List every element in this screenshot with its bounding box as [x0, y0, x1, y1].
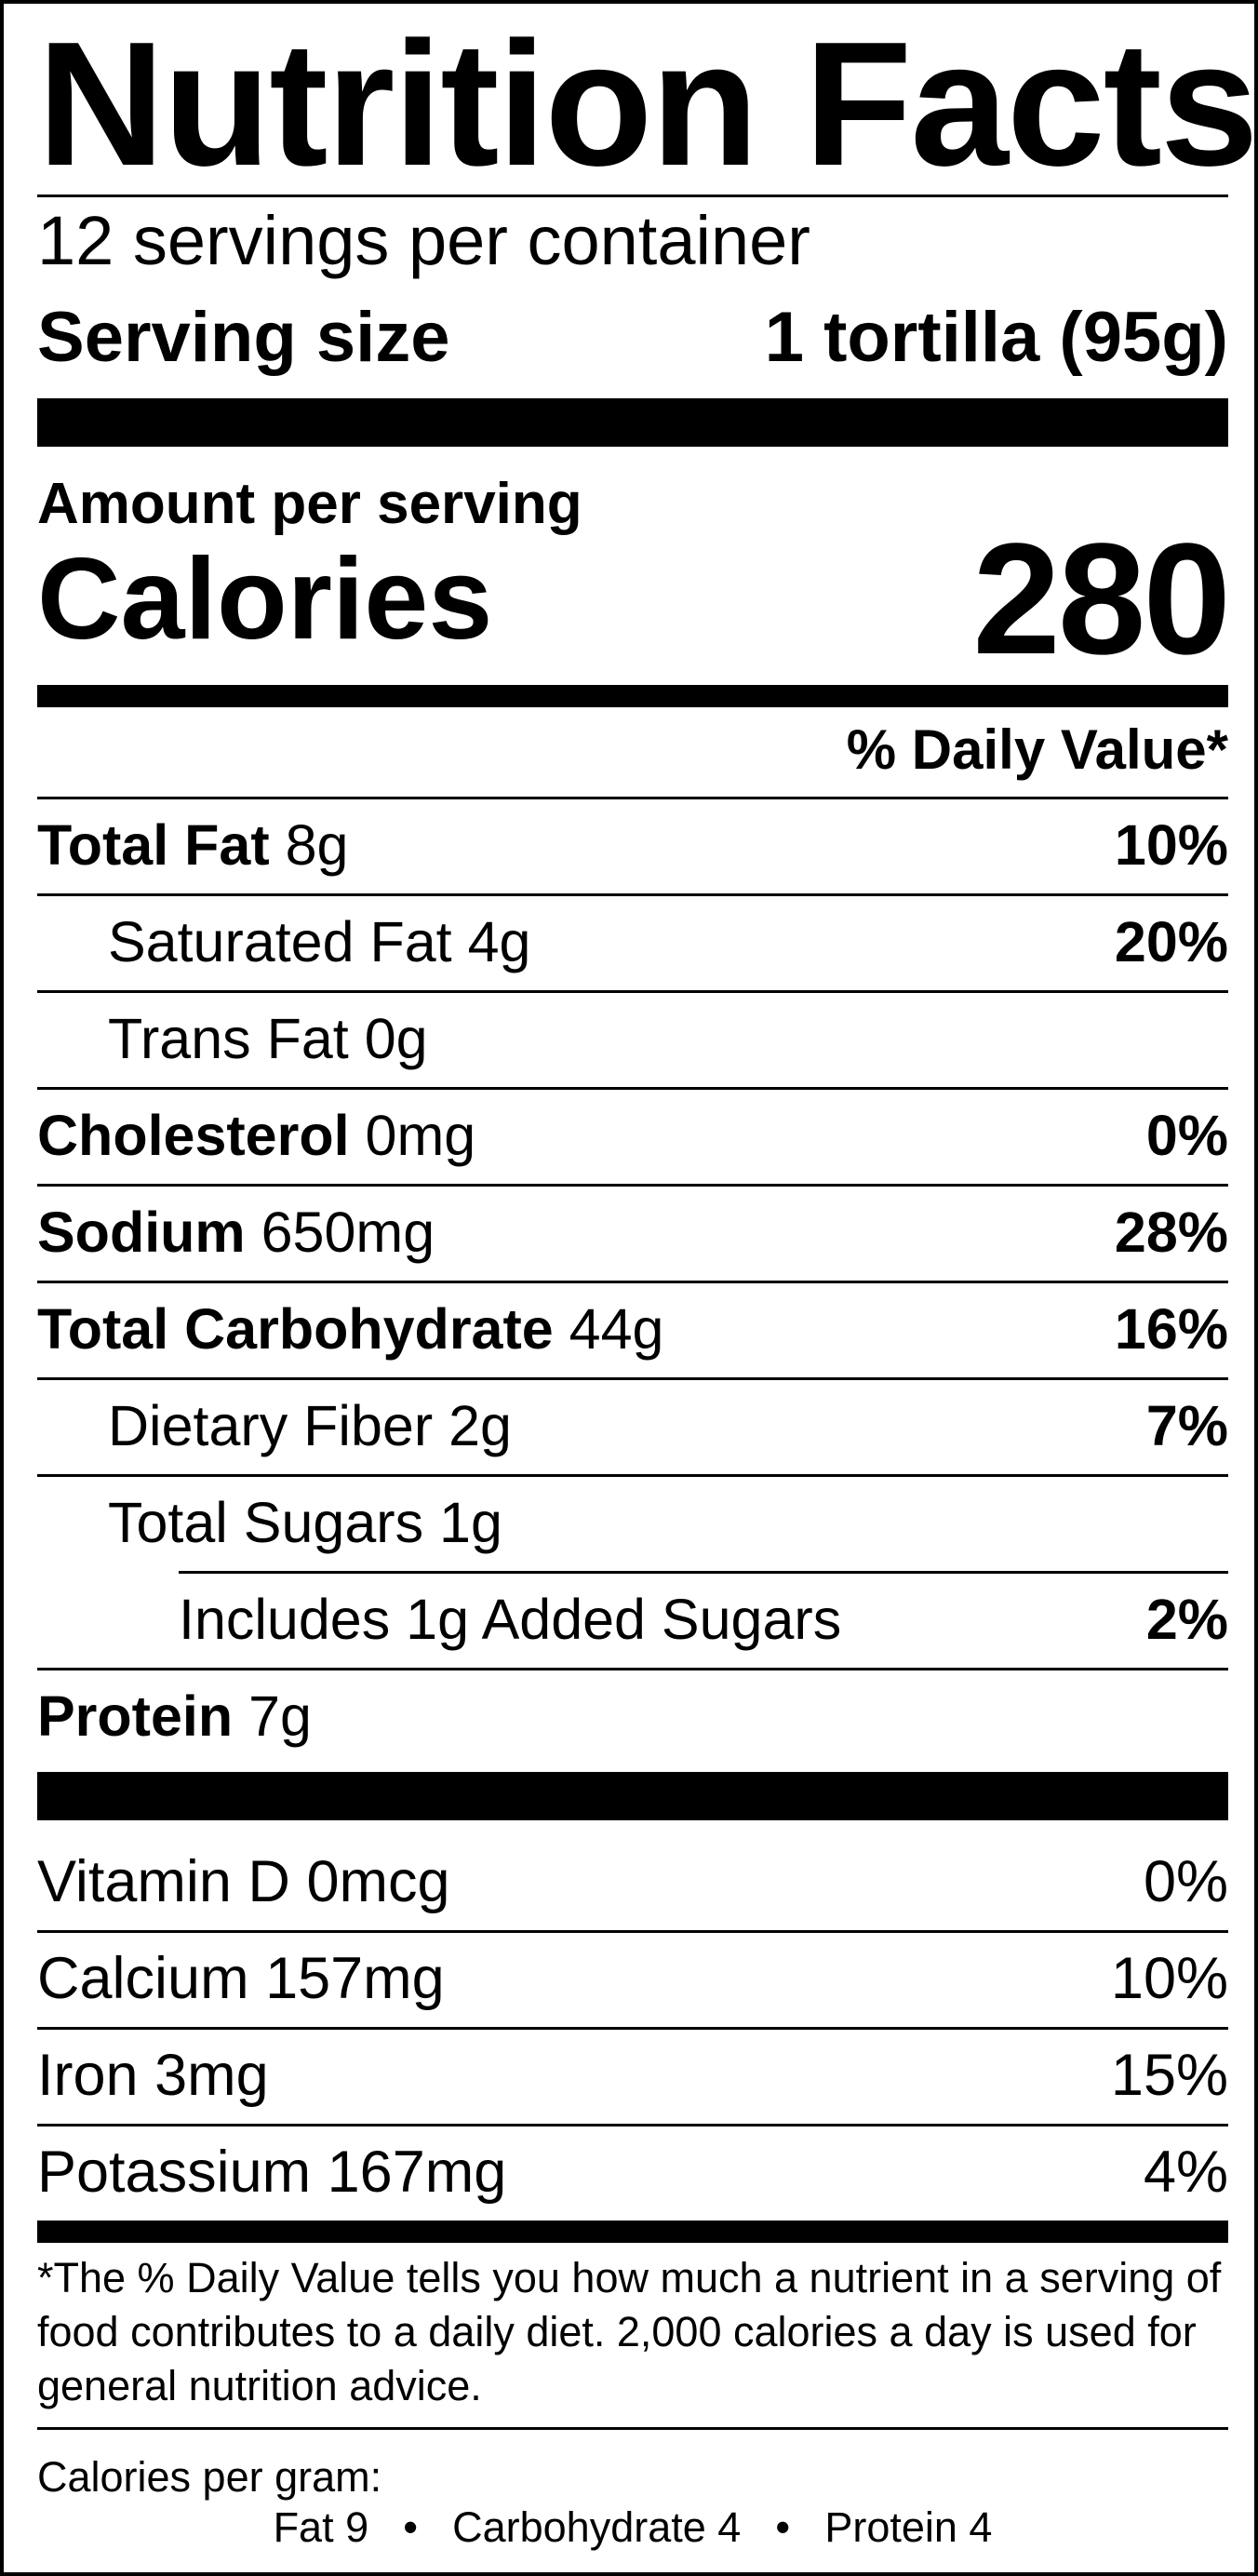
calories-per-gram-label: Calories per gram:: [37, 2453, 382, 2501]
nutrient-name: Total Sugars: [108, 1491, 424, 1554]
divider: [37, 2124, 1228, 2127]
nutrient-name: Saturated Fat: [108, 910, 452, 973]
vitamin-name: Iron: [37, 2043, 139, 2108]
vitamin-row-iron: Iron 3mg 15%: [37, 2027, 1228, 2124]
vitamin-row-calcium: Calcium 157mg 10%: [37, 1930, 1228, 2027]
medium-divider: [37, 685, 1228, 707]
serving-size-row: Serving size 1 tortilla (95g): [37, 290, 1228, 383]
nutrient-pct: 10%: [1114, 813, 1228, 877]
nutrient-amount: 8g: [285, 813, 349, 877]
nutrient-row-sodium: Sodium 650mg 28%: [37, 1184, 1228, 1281]
divider: [37, 195, 1228, 197]
vitamin-amount: 157mg: [265, 1946, 445, 2011]
divider: [37, 1184, 1228, 1187]
cpg-fat: Fat 9: [273, 2503, 369, 2551]
bullet-separator: •: [403, 2503, 418, 2551]
nutrient-amount: 0g: [364, 1007, 428, 1070]
nutrient-name: Trans Fat: [108, 1007, 349, 1070]
amount-per-serving: Amount per serving: [37, 472, 582, 536]
nutrient-row-added-sugars: Includes 1g Added Sugars 2%: [37, 1571, 1228, 1668]
nutrient-row-trans-fat: Trans Fat 0g: [37, 990, 1228, 1087]
vitamin-amount: 0mcg: [306, 1849, 450, 1914]
nutrient-name: Sodium: [37, 1201, 246, 1264]
nutrient-name: Protein: [37, 1684, 234, 1748]
divider: [37, 1087, 1228, 1090]
vitamin-pct: 0%: [1143, 1849, 1228, 1914]
nutrient-row-cholesterol: Cholesterol 0mg 0%: [37, 1087, 1228, 1184]
calories-per-gram-values: Fat 9 • Carbohydrate 4 • Protein 4: [37, 2502, 1228, 2554]
vitamin-name: Potassium: [37, 2140, 312, 2205]
vitamin-pct: 15%: [1110, 2043, 1228, 2108]
nutrient-row-total-sugars: Total Sugars 1g: [37, 1474, 1228, 1571]
cpg-protein: Protein 4: [824, 2503, 993, 2551]
serving-size-label: Serving size: [37, 297, 450, 377]
divider: [37, 1930, 1228, 1933]
nutrient-row-protein: Protein 7g: [37, 1668, 1228, 1764]
nutrient-row-dietary-fiber: Dietary Fiber 2g 7%: [37, 1377, 1228, 1474]
divider: [37, 2427, 1228, 2430]
vitamin-row-potassium: Potassium 167mg 4%: [37, 2124, 1228, 2220]
divider: [37, 797, 1228, 799]
divider: [179, 1571, 1228, 1574]
nutrient-pct: 16%: [1114, 1297, 1228, 1361]
nutrient-amount: 0mg: [365, 1104, 476, 1167]
nutrient-row-saturated-fat: Saturated Fat 4g 20%: [37, 893, 1228, 990]
nutrient-row-total-fat: Total Fat 8g 10%: [37, 797, 1228, 893]
nutrient-row-total-carbohydrate: Total Carbohydrate 44g 16%: [37, 1281, 1228, 1377]
nutrient-pct: 7%: [1145, 1394, 1228, 1457]
calories-label: Calories: [37, 535, 493, 664]
nutrient-amount: 650mg: [261, 1201, 435, 1264]
nutrient-amount: 1g: [439, 1491, 502, 1554]
daily-value-footnote: *The % Daily Value tells you how much a …: [37, 2254, 1222, 2409]
daily-value-header: % Daily Value*: [846, 718, 1228, 781]
thick-divider: [37, 1772, 1228, 1820]
nutrient-pct: 20%: [1114, 910, 1228, 973]
servings-per-container: 12 servings per container: [37, 202, 810, 279]
nutrient-pct: 2%: [1145, 1588, 1228, 1651]
nutrient-pct: 0%: [1145, 1104, 1228, 1167]
cpg-carbohydrate: Carbohydrate 4: [452, 2503, 742, 2551]
divider: [37, 1281, 1228, 1283]
nutrient-name: Total Carbohydrate: [37, 1297, 554, 1361]
vitamin-name: Calcium: [37, 1946, 249, 2011]
medium-divider: [37, 2220, 1228, 2243]
nutrient-amount: 44g: [569, 1297, 664, 1361]
divider: [37, 990, 1228, 993]
vitamin-amount: 3mg: [154, 2043, 269, 2108]
vitamin-pct: 10%: [1110, 1946, 1228, 2011]
nutrient-name: Total Fat: [37, 813, 270, 877]
bullet-separator: •: [775, 2503, 791, 2551]
nutrient-name: Dietary Fiber: [108, 1394, 434, 1457]
vitamin-pct: 4%: [1143, 2140, 1228, 2205]
divider: [37, 1474, 1228, 1477]
vitamin-name: Vitamin D: [37, 1849, 290, 1914]
vitamin-row-vitamin-d: Vitamin D 0mcg 0%: [37, 1833, 1228, 1930]
nutrient-name: Cholesterol: [37, 1104, 350, 1167]
divider: [37, 2027, 1228, 2030]
vitamin-amount: 167mg: [327, 2140, 507, 2205]
calories-value: 280: [972, 511, 1231, 688]
divider: [37, 893, 1228, 896]
nutrient-amount: 7g: [248, 1684, 312, 1748]
nutrient-amount: 2g: [448, 1394, 512, 1457]
divider: [37, 1668, 1228, 1670]
serving-size-value: 1 tortilla (95g): [764, 297, 1228, 377]
calories-row: Calories 280: [37, 511, 1231, 688]
nutrient-pct: 28%: [1114, 1201, 1228, 1264]
nutrient-name: Includes 1g Added Sugars: [179, 1588, 842, 1651]
nutrient-amount: 4g: [467, 910, 531, 973]
thick-divider: [37, 398, 1228, 447]
label-title: Nutrition Facts: [37, 6, 1258, 203]
divider: [37, 1377, 1228, 1380]
